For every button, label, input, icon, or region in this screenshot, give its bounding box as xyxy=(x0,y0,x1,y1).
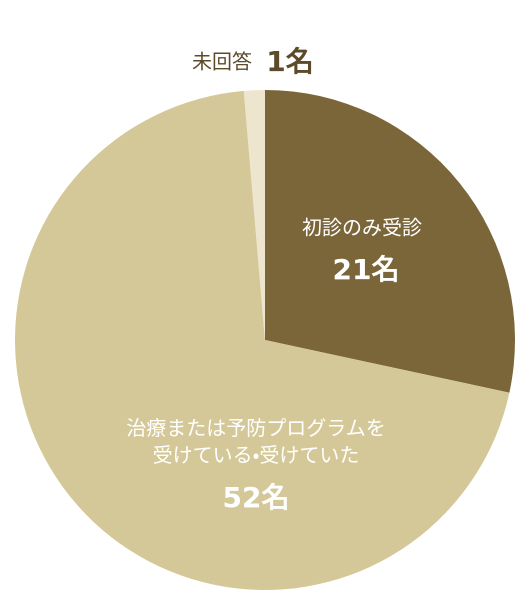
value-label: 1名 xyxy=(266,45,314,79)
slice-label: 治療または予防プログラムを 受けている・受けていた xyxy=(126,416,386,467)
value-label: 52名 xyxy=(222,481,290,515)
value-label: 21名 xyxy=(332,253,400,287)
slice-label: 未回答 xyxy=(192,49,252,74)
slice-label: 初診のみ受診 xyxy=(302,215,422,240)
pie-slice xyxy=(15,90,510,590)
pie-slice xyxy=(243,90,265,340)
pie-slice xyxy=(265,90,515,393)
